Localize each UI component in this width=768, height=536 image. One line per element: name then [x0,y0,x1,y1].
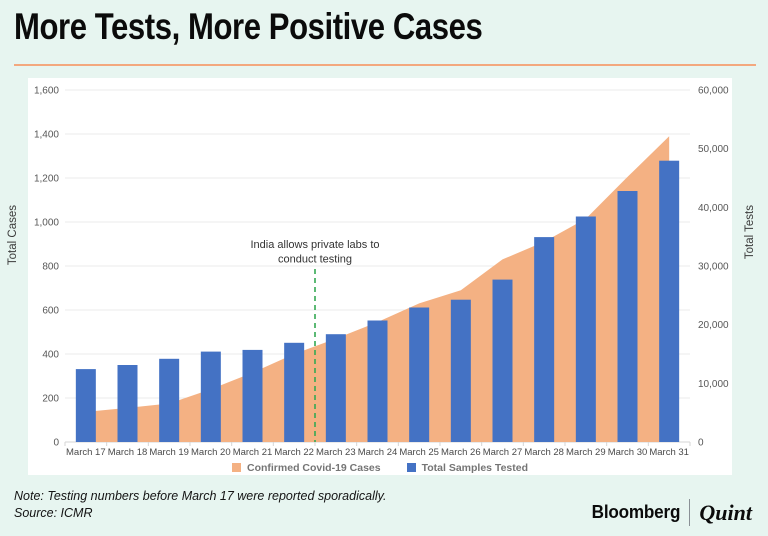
svg-text:0: 0 [698,438,704,449]
svg-text:1,200: 1,200 [34,174,59,185]
svg-text:India allows private labs to: India allows private labs to [250,239,379,251]
svg-text:50,000: 50,000 [698,144,729,155]
legend-item-samples-tested: Total Samples Tested [406,461,528,474]
page-title: More Tests, More Positive Cases [14,6,483,47]
svg-text:March 28: March 28 [524,447,564,458]
footnote-note: Note: Testing numbers before March 17 we… [14,489,387,503]
svg-text:March 27: March 27 [483,447,523,458]
svg-text:March 21: March 21 [233,447,273,458]
svg-text:March 26: March 26 [441,447,481,458]
brand-logo: Bloomberg Quint [587,499,752,526]
samples-tested-swatch-icon [406,463,416,472]
svg-text:March 30: March 30 [608,447,648,458]
svg-text:conduct testing: conduct testing [278,254,352,266]
legend-item-confirmed-cases: Confirmed Covid-19 Cases [231,461,381,474]
svg-text:0: 0 [53,438,59,449]
svg-text:March 19: March 19 [149,447,189,458]
bloomberg-wordmark: Bloomberg [591,502,680,522]
svg-text:20,000: 20,000 [698,320,729,331]
svg-text:March 18: March 18 [108,447,148,458]
title-underline [14,64,756,66]
legend-label-samples-tested: Total Samples Tested [421,461,528,474]
svg-text:40,000: 40,000 [698,203,729,214]
svg-text:1,000: 1,000 [34,218,59,229]
chart-canvas: 0 200 400 600 800 1,000 1,200 1,400 1,600 0 10,000… [28,78,732,475]
svg-text:200: 200 [42,394,59,405]
svg-text:1,600: 1,600 [34,86,59,97]
quint-wordmark: Quint [699,499,752,525]
svg-text:1,400: 1,400 [34,130,59,141]
svg-text:March 20: March 20 [191,447,231,458]
brand-divider [688,499,691,526]
svg-text:March 17: March 17 [66,447,106,458]
svg-text:March 24: March 24 [358,447,398,458]
right-axis-title: Total Tests [744,205,756,260]
svg-text:March 29: March 29 [566,447,606,458]
legend-label-confirmed-cases: Confirmed Covid-19 Cases [246,461,381,474]
svg-text:March 25: March 25 [399,447,439,458]
svg-text:March 31: March 31 [649,447,689,458]
footnote: Note: Testing numbers before March 17 we… [14,488,386,522]
svg-text:March 23: March 23 [316,447,356,458]
footnote-source: Source: ICMR [14,505,93,520]
svg-text:60,000: 60,000 [698,86,729,97]
svg-text:March 22: March 22 [274,447,314,458]
left-axis-title: Total Cases [7,205,19,266]
svg-text:30,000: 30,000 [698,262,729,273]
svg-text:400: 400 [42,350,59,361]
svg-text:10,000: 10,000 [698,379,729,390]
svg-text:800: 800 [42,262,59,273]
combo-chart: 0 200 400 600 800 1,000 1,200 1,400 1,600 0 10,000… [34,86,729,459]
chart-legend: Confirmed Covid-19 Cases Total Samples T… [28,461,732,474]
svg-text:600: 600 [42,306,59,317]
confirmed-cases-swatch-icon [231,463,241,472]
